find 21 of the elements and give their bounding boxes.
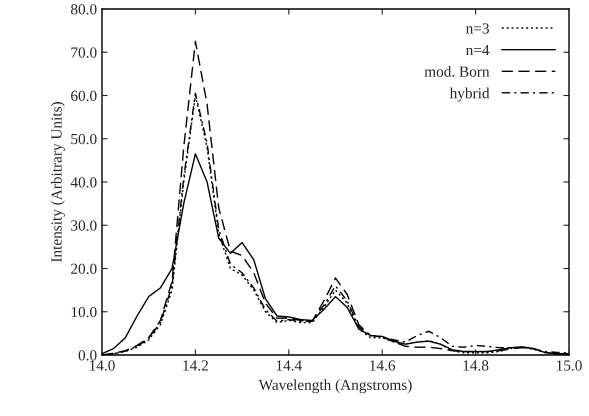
legend-label: n=3 <box>466 23 489 34</box>
x-tick-label: 14.2 <box>183 360 208 371</box>
y-tick-label: 0.0 <box>78 350 97 361</box>
x-axis-title: Wavelength (Angstroms) <box>258 379 412 394</box>
y-tick-label: 30.0 <box>71 220 97 231</box>
y-tick-label: 70.0 <box>71 47 97 58</box>
x-tick-label: 14.0 <box>90 360 115 371</box>
y-tick-label: 80.0 <box>70 4 97 15</box>
y-tick-label: 10.0 <box>72 306 97 318</box>
legend-label: mod. Born <box>424 66 490 77</box>
legend-label: n=4 <box>466 44 490 56</box>
y-axis-title: Intensity (Arbitrary Units) <box>50 102 65 262</box>
legend-label: hybrid <box>450 88 490 102</box>
x-tick-label: 14.8 <box>464 360 488 371</box>
y-tick-label: 50.0 <box>71 134 97 144</box>
x-tick-label: 14.4 <box>276 360 302 371</box>
y-tick-label: 40.0 <box>70 177 97 188</box>
y-tick-label: 20.0 <box>71 264 97 274</box>
x-tick-label: 15.0 <box>556 360 582 371</box>
y-tick-label: 60.0 <box>71 90 97 102</box>
x-tick-label: 14.6 <box>370 360 396 371</box>
